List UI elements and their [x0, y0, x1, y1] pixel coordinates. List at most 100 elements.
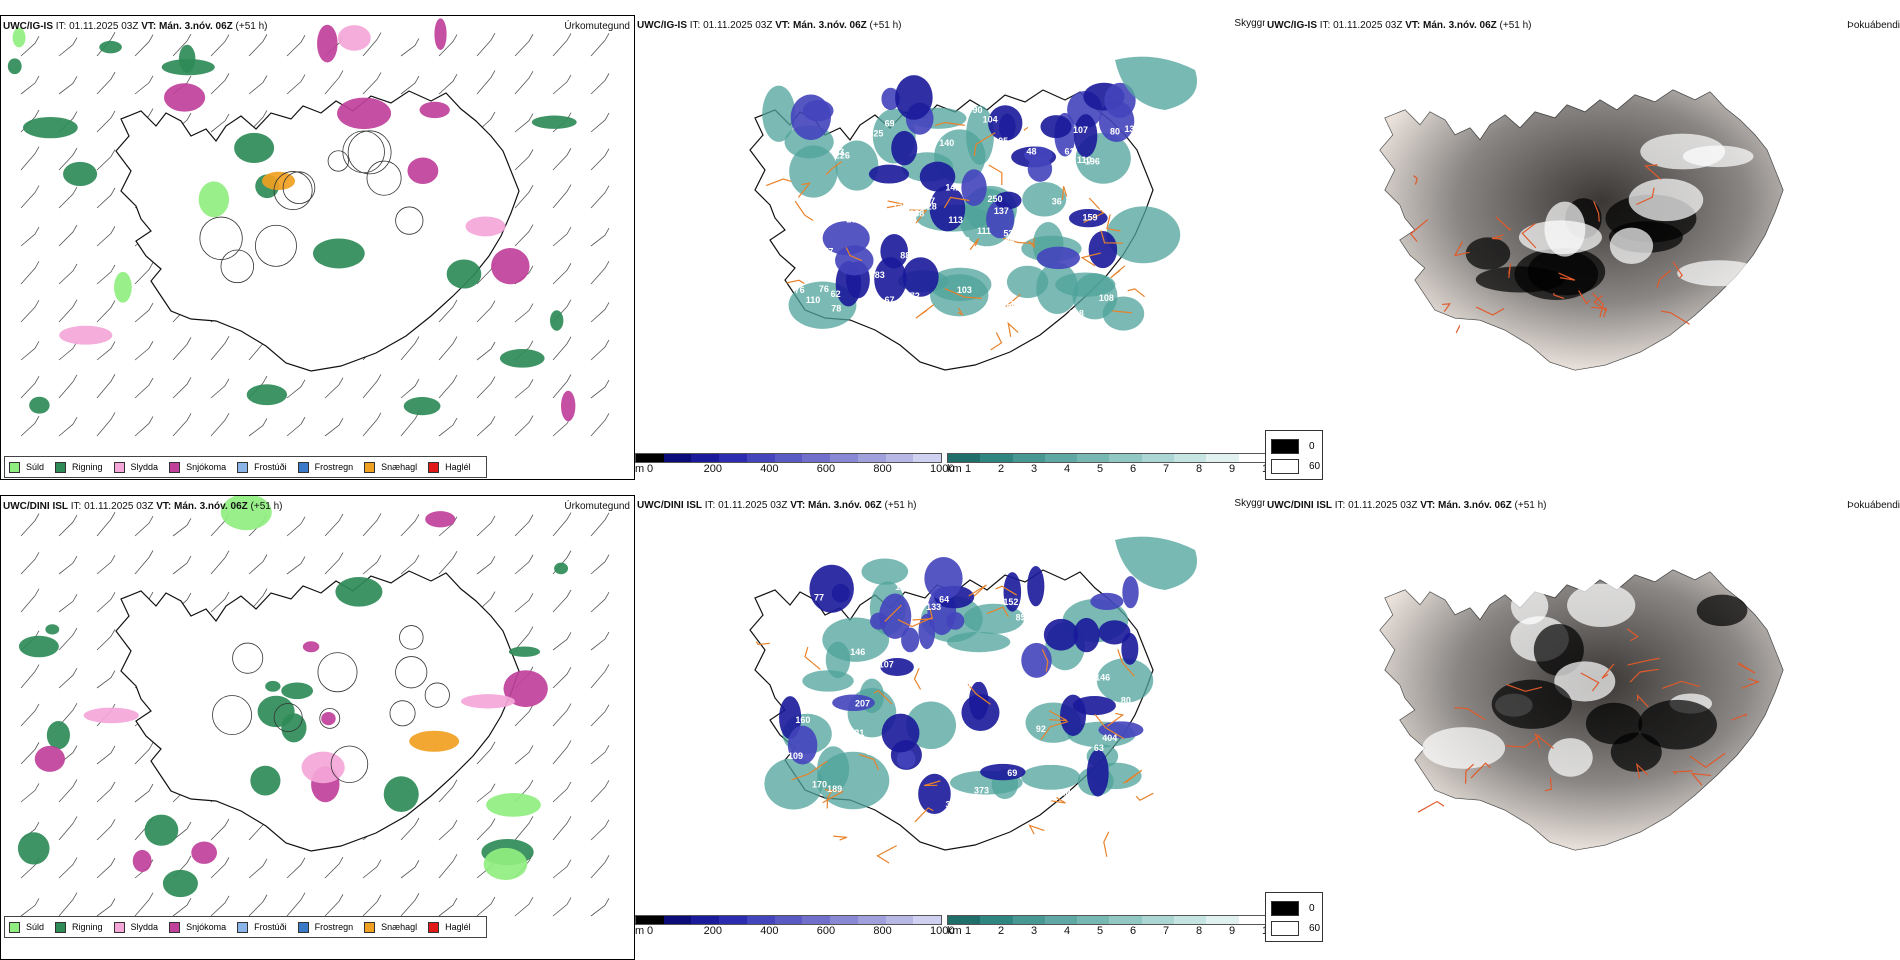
precip-area — [257, 695, 295, 728]
ceiling-value-label: 62 — [831, 289, 841, 299]
ceiling-value-label: 61 — [1064, 147, 1074, 157]
road-line — [967, 683, 991, 705]
visibility-area — [929, 267, 992, 302]
wind-barb — [134, 742, 154, 765]
ceiling-value-label: 83 — [875, 270, 885, 280]
cloud-patch — [1533, 624, 1584, 676]
legend-label: Frostúði — [254, 462, 287, 472]
road-line — [1636, 694, 1649, 708]
ceiling-area — [868, 164, 910, 184]
wind-barb — [514, 816, 534, 841]
wind-barb — [400, 554, 420, 575]
colorbar-swatch — [885, 916, 914, 924]
road-line — [1660, 310, 1690, 325]
ceiling-area — [832, 694, 875, 711]
wind-barb — [552, 184, 572, 209]
wind-barb — [590, 664, 610, 689]
wind-barb — [362, 894, 382, 917]
precip-area — [554, 562, 569, 575]
wind-barb — [400, 893, 420, 917]
legend-item: Snæhagl — [364, 461, 417, 473]
road-line — [1454, 707, 1486, 721]
ceiling-area — [802, 99, 834, 122]
ceiling-area — [787, 725, 818, 765]
precip-area — [486, 793, 541, 817]
wind-barb — [58, 374, 78, 399]
ceiling-map-top: 325 73 328 108 169 226 137 67 88 80 61 69 83 130 172 10… — [749, 56, 1197, 371]
iceland-map — [1379, 569, 1784, 851]
visibility_scale-colorbar — [947, 453, 1270, 463]
road-line — [1061, 186, 1068, 200]
ceiling-value-label: 67 — [885, 295, 895, 305]
precip-area — [465, 216, 506, 237]
wind-barb — [362, 72, 382, 95]
colorbar-swatch — [913, 916, 942, 924]
precip-area — [144, 814, 179, 846]
cloud-patch — [1696, 594, 1748, 627]
road-line — [969, 238, 980, 251]
panel-title: Skyggni — [1234, 498, 1270, 509]
road-line — [1672, 261, 1683, 279]
wind-barb — [134, 416, 154, 437]
road-line — [804, 646, 821, 670]
wind-barb — [590, 554, 610, 575]
ceiling-value-label: 78 — [1001, 302, 1011, 312]
colorbars: m02004006008001000km12345678910 — [635, 453, 1270, 479]
panel-header: UWC/IG-IS IT: 01.11.2025 03Z VT: Mán. 3.… — [637, 20, 902, 31]
ceiling_scale-tick: 800 — [873, 463, 892, 475]
ceiling-value-label: 90 — [972, 105, 982, 115]
ceiling-value-label: 107 — [879, 660, 894, 670]
precip-area — [7, 58, 22, 75]
legend-swatch — [55, 461, 67, 473]
ceiling-value-label: 215 — [1124, 185, 1139, 195]
ceiling-area — [874, 257, 907, 302]
wind-barb — [552, 781, 572, 803]
panel-title: Þokuábendi — [1847, 500, 1900, 511]
precip-area — [446, 259, 482, 289]
ceiling-value-label: 152 — [1017, 692, 1032, 702]
wind-barb — [20, 261, 40, 285]
road-line — [1689, 752, 1726, 769]
wind-barb — [438, 417, 458, 437]
ceiling-area — [1068, 208, 1108, 228]
wind-barb — [58, 341, 78, 361]
legend-swatch — [169, 461, 181, 473]
wind-barb — [20, 664, 40, 689]
wind-barb — [286, 74, 306, 95]
ceiling-area — [919, 161, 956, 192]
ceiling_scale-tick: 600 — [816, 463, 836, 475]
road-line — [988, 164, 1003, 186]
wind-barb — [552, 263, 572, 285]
road-line — [1656, 269, 1672, 288]
ceiling-area — [1021, 642, 1052, 678]
ceiling_scale-tick: 200 — [703, 925, 722, 937]
wind-barb — [96, 264, 116, 285]
ceiling-area — [1040, 115, 1072, 139]
wind-barb — [514, 379, 534, 399]
precip-type-panel-top: UWC/IG-IS IT: 01.11.2025 03Z VT: Mán. 3.… — [0, 15, 635, 480]
road-line — [1048, 710, 1068, 722]
wind-barb — [134, 892, 154, 917]
ceiling-area — [961, 169, 987, 207]
precip-area — [250, 765, 281, 796]
road-line — [1661, 680, 1700, 690]
wind-barb — [476, 32, 496, 57]
cloud-patch — [1422, 727, 1506, 769]
legend-item: Slydda — [113, 921, 158, 933]
iceland-map — [1379, 89, 1784, 371]
ceiling-value-label: 275 — [959, 739, 974, 749]
ceiling_scale-unit: m — [635, 925, 645, 937]
iceland-map — [17, 496, 610, 917]
visibility_scale-tick: 8 — [1196, 925, 1203, 937]
wind-barb — [58, 147, 78, 171]
wind-barb — [96, 187, 116, 209]
panel-header: UWC/IG-IS IT: 01.11.2025 03Z VT: Mán. 3.… — [1267, 20, 1532, 31]
panel-title: Þokuábendi — [1847, 20, 1900, 31]
wind-barb — [20, 75, 40, 95]
wind-barb — [96, 412, 116, 437]
wind-barb — [590, 704, 610, 727]
road-line — [912, 607, 934, 621]
wind-barb — [134, 34, 154, 57]
colorbar-swatch — [1238, 916, 1270, 924]
precip-area — [550, 310, 564, 331]
